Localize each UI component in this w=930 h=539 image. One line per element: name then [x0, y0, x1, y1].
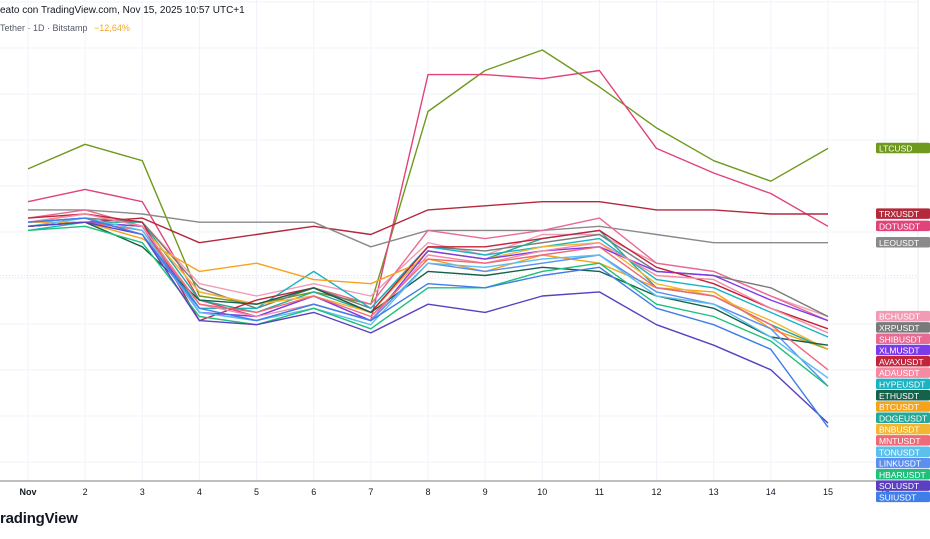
time-tick-label: 9 [483, 487, 488, 497]
symbol-label-text: LINKUSDT [879, 459, 921, 469]
symbol-label-text: SHIBUSDT [879, 334, 922, 344]
time-tick-label: 8 [425, 487, 430, 497]
symbol-label-xlmusdt[interactable]: XLMUSDT [876, 344, 930, 356]
symbol-label-bnbusdt[interactable]: BNBUSDT [876, 423, 930, 435]
symbol-label-background [876, 220, 930, 232]
symbol-label-text: HBARUSDT [879, 470, 926, 480]
series-line-dotusdt[interactable] [27, 69, 829, 322]
symbol-label-dogeusdt[interactable]: DOGEUSDT [876, 412, 930, 424]
symbol-label-background [876, 367, 930, 378]
symbol-label-text: BTCUSDT [879, 402, 919, 412]
symbol-label-text: XLMUSDT [879, 346, 920, 356]
series-line-ethusdt[interactable] [27, 221, 829, 346]
symbol-info-text: Tether · 1D · Bitstamp [0, 23, 88, 33]
symbol-label-background [876, 480, 930, 491]
symbol-label-ethusdt[interactable]: ETHUSDT [876, 389, 930, 401]
symbol-label-background [876, 356, 930, 367]
time-axis[interactable]: Nov2345678910111213141516 [19, 487, 890, 497]
symbol-label-background [876, 333, 930, 344]
symbol-label-text: ETHUSDT [879, 391, 919, 401]
time-tick-label: Nov [19, 487, 36, 497]
time-tick-label: 2 [83, 487, 88, 497]
symbol-label-leousdt[interactable]: LEOUSDT [876, 237, 930, 248]
symbol-label-text: SOLUSDT [879, 481, 919, 491]
symbol-label-text: TONUSDT [879, 447, 920, 457]
time-tick-label: 7 [368, 487, 373, 497]
series-line-solusdt[interactable] [27, 221, 829, 424]
symbol-label-text: LTCUSD [879, 144, 912, 154]
symbol-label-text: LEOUSDT [879, 238, 919, 248]
symbol-label-background [876, 310, 930, 322]
symbol-label-adausdt[interactable]: ADAUSDT [876, 367, 930, 378]
symbol-label-text: BNBUSDT [879, 425, 920, 435]
series-line-tonusdt[interactable] [27, 217, 829, 379]
symbol-label-text: DOGEUSDT [879, 413, 927, 423]
series-layer [27, 49, 829, 428]
symbol-label-background [876, 457, 930, 469]
symbol-label-avaxusdt[interactable]: AVAXUSDT [876, 356, 930, 367]
change-percent: −12,64% [94, 23, 130, 33]
symbol-label-background [876, 208, 930, 219]
symbol-label-bchusdt[interactable]: BCHUSDT [876, 310, 930, 322]
symbol-label-text: SUIUSDT [879, 493, 916, 503]
symbol-label-dotusdt[interactable]: DOTUSDT [876, 220, 930, 232]
time-tick-label: 15 [823, 487, 833, 497]
grid [0, 0, 918, 481]
symbol-label-shibusdt[interactable]: SHIBUSDT [876, 333, 930, 344]
symbol-label-text: ADAUSDT [879, 368, 920, 378]
symbol-label-background [876, 423, 930, 435]
time-tick-label: 4 [197, 487, 202, 497]
symbol-label-background [876, 389, 930, 401]
time-tick-label: 13 [709, 487, 719, 497]
symbol-label-text: HYPEUSDT [879, 380, 925, 390]
time-tick-label: 11 [595, 487, 604, 497]
symbol-label-background [876, 142, 930, 154]
time-tick-label: 5 [254, 487, 259, 497]
symbol-label-tonusdt[interactable]: TONUSDT [876, 446, 930, 457]
symbol-info-row: Tether · 1D · Bitstamp −12,64% [0, 23, 130, 33]
symbol-label-background [876, 469, 930, 480]
symbol-label-linkusdt[interactable]: LINKUSDT [876, 457, 930, 469]
symbol-label-hypeusdt[interactable]: HYPEUSDT [876, 378, 930, 390]
series-line-mntusdt[interactable] [27, 221, 829, 371]
time-tick-label: 12 [652, 487, 662, 497]
symbol-label-text: MNTUSDT [879, 436, 921, 446]
symbol-label-background [876, 344, 930, 356]
symbol-label-solusdt[interactable]: SOLUSDT [876, 480, 930, 491]
time-tick-label: 10 [537, 487, 547, 497]
symbol-label-btcusdt[interactable]: BTCUSDT [876, 401, 930, 412]
symbol-label-trxusdt[interactable]: TRXUSDT [876, 208, 930, 219]
series-line-adausdt[interactable] [27, 213, 829, 334]
symbol-label-text: AVAXUSDT [879, 357, 924, 367]
symbol-label-background [876, 322, 930, 333]
symbol-label-background [876, 401, 930, 412]
symbol-label-ltcusd[interactable]: LTCUSD [876, 142, 930, 154]
symbol-label-background [876, 491, 930, 503]
symbol-label-background [876, 435, 930, 446]
symbol-label-text: XRPUSDT [879, 323, 920, 333]
symbol-label-background [876, 446, 930, 457]
time-tick-label: 6 [311, 487, 316, 497]
symbol-label-xrpusdt[interactable]: XRPUSDT [876, 322, 930, 333]
time-tick-label: 14 [766, 487, 776, 497]
series-line-hbarusdt[interactable] [27, 225, 829, 387]
symbol-label-text: BCHUSDT [879, 312, 920, 322]
symbol-label-mntusdt[interactable]: MNTUSDT [876, 435, 930, 446]
tradingview-logo-text: radingView [0, 510, 78, 527]
symbol-label-text: DOTUSDT [879, 222, 920, 232]
series-line-ltcusd[interactable] [27, 49, 829, 305]
symbol-label-text: TRXUSDT [879, 209, 919, 219]
symbol-label-background [876, 237, 930, 248]
symbol-label-background [876, 378, 930, 390]
symbol-label-background [876, 412, 930, 424]
symbol-label-suiusdt[interactable]: SUIUSDT [876, 491, 930, 503]
series-line-trxusdt[interactable] [27, 200, 828, 244]
symbol-label-hbarusdt[interactable]: HBARUSDT [876, 469, 930, 480]
series-line-suiusdt[interactable] [27, 217, 829, 428]
created-text: eato con TradingView.com, Nov 15, 2025 1… [0, 5, 245, 16]
symbol-labels: LTCUSD TRXUSDT DOTUSDT LEOUSDT BCHUSDTXRPUSD… [876, 142, 930, 503]
time-tick-label: 3 [140, 487, 145, 497]
chart-created-caption: eato con TradingView.com, Nov 15, 2025 1… [0, 5, 245, 16]
